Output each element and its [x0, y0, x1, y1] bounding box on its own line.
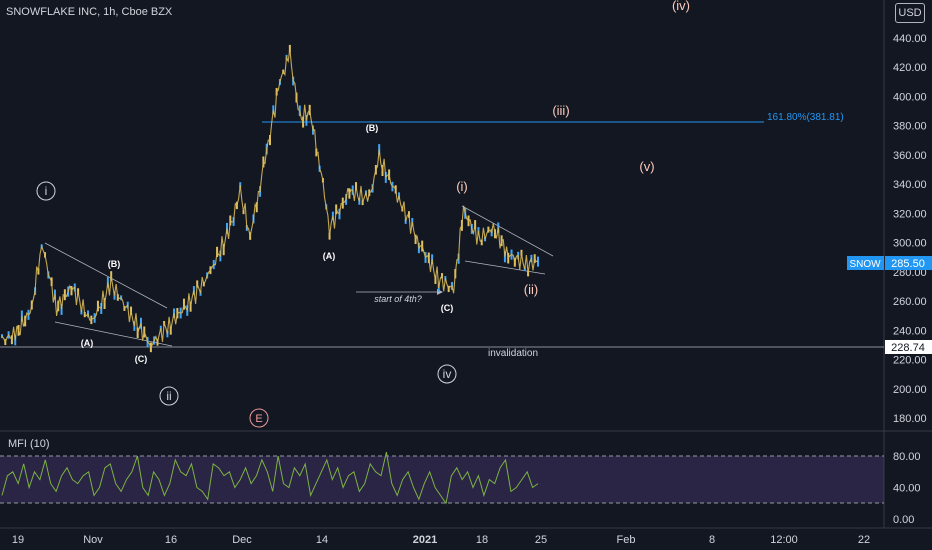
price-tick-label: 320.00: [893, 208, 927, 220]
invalidation-label: invalidation: [488, 348, 538, 359]
candle: [1, 334, 3, 339]
price-axis[interactable]: 440.00 420.00 400.00 380.00 360.00 340.00 320.…: [893, 33, 927, 425]
price-tick-label: 400.00: [893, 91, 927, 103]
time-tick-label: 18: [476, 534, 488, 546]
sub-iv-label: (iv): [672, 0, 690, 13]
mfi-tick-label: 80.00: [893, 451, 921, 463]
wedge-1-lower: [54, 321, 173, 347]
time-tick-label: 14: [316, 534, 328, 546]
mfi-pane: [0, 432, 884, 528]
wave-ii-label: ii: [166, 389, 171, 403]
price-tick-label: 380.00: [893, 121, 927, 133]
price-tick-label: 420.00: [893, 62, 927, 74]
mfi-axis[interactable]: 80.00 40.00 0.00: [893, 451, 921, 526]
mfi-tick-label: 0.00: [893, 514, 914, 526]
B2-label: (B): [366, 123, 379, 133]
chart-title: SNOWFLAKE INC, 1h, Cboe BZX: [6, 6, 173, 18]
wedge-2-upper: [461, 205, 554, 257]
last-price-badge: SNOW 285.50: [847, 256, 932, 270]
time-tick-label: 12:00: [770, 534, 798, 546]
A1-label: (A): [81, 338, 94, 348]
last-price-label: 285.50: [891, 258, 925, 270]
price-tick-label: 340.00: [893, 179, 927, 191]
wedge-1-upper: [44, 242, 168, 309]
price-series: [1, 48, 539, 349]
price-tick-label: 220.00: [893, 355, 927, 367]
time-tick-label: 25: [535, 534, 547, 546]
C2-label: (C): [441, 303, 454, 313]
price-pane: [0, 0, 884, 430]
time-tick-label: 2021: [413, 534, 437, 546]
mfi-band: [0, 456, 884, 503]
wave-iv-label: iv: [443, 367, 452, 381]
time-tick-label: 16: [165, 534, 177, 546]
wave-E-marker: E: [249, 408, 269, 428]
time-tick-label: Dec: [232, 534, 252, 546]
time-tick-label: 19: [12, 534, 24, 546]
start-4th-label: start of 4th?: [374, 294, 422, 304]
wave-i-marker: i: [36, 181, 56, 201]
sub-i-label: (i): [456, 179, 468, 194]
currency-button[interactable]: USD: [895, 3, 925, 23]
C1-label: (C): [135, 354, 148, 364]
price-tick-label: 300.00: [893, 238, 927, 250]
A2-label: (A): [323, 251, 336, 261]
mfi-series: [1, 451, 539, 505]
wave-i-label: i: [45, 184, 48, 198]
price-tick-label: 360.00: [893, 150, 927, 162]
candle: [537, 256, 539, 267]
price-tick-label: 200.00: [893, 384, 927, 396]
wave-iv-marker: iv: [437, 364, 457, 384]
sub-v-label: (v): [639, 159, 654, 174]
symbol-badge-label: SNOW: [849, 259, 881, 270]
fib-label: 161.80%(381.81): [767, 112, 844, 123]
sub-ii-label: (ii): [524, 282, 538, 297]
time-axis[interactable]: 19 Nov 16 Dec 14 2021 18 25 Feb 8 12:00 22: [12, 534, 870, 546]
time-tick-label: Nov: [83, 534, 103, 546]
mfi-tick-label: 40.00: [893, 483, 921, 495]
price-tick-label: 240.00: [893, 325, 927, 337]
wave-E-label: E: [255, 413, 262, 425]
price-tick-label: 180.00: [893, 413, 927, 425]
sub-iii-label: (iii): [552, 103, 569, 118]
wave-ii-marker: ii: [159, 386, 179, 406]
invalidation-price: 228.74: [891, 342, 925, 354]
time-tick-label: Feb: [617, 534, 636, 546]
wedge-2-lower: [464, 260, 546, 275]
B1-label: (B): [108, 259, 121, 269]
time-tick-label: 22: [858, 534, 870, 546]
invalidation-badge: 228.74: [885, 340, 932, 354]
price-tick-label: 260.00: [893, 296, 927, 308]
price-tick-label: 440.00: [893, 33, 927, 45]
mfi-label: MFI (10): [8, 438, 50, 450]
time-tick-label: 8: [709, 534, 715, 546]
